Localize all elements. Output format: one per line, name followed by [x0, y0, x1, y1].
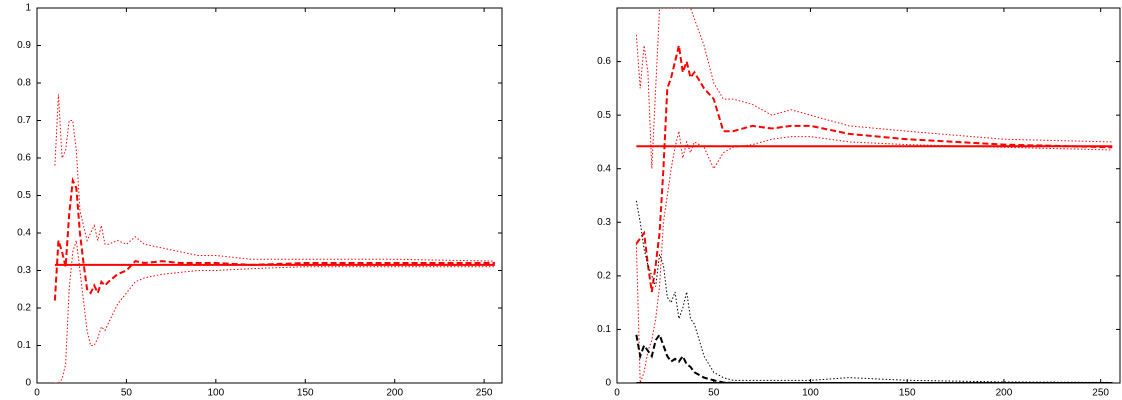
- x-tick-label: 0: [614, 388, 620, 399]
- x-tick-label: 0: [34, 388, 40, 399]
- y-tick-label: 0.2: [597, 270, 611, 281]
- line-series: [54, 94, 495, 262]
- y-tick-label: 0.4: [17, 228, 31, 239]
- line-series: [635, 131, 1113, 383]
- line-series: [54, 240, 495, 383]
- line-series: [53, 176, 495, 301]
- y-tick-label: 0: [605, 378, 611, 389]
- y-tick-label: 0: [25, 378, 31, 389]
- line-series: [635, 45, 1113, 293]
- y-tick-label: 0.1: [597, 324, 611, 335]
- y-tick-label: 1: [25, 3, 31, 14]
- y-tick-label: 0.5: [17, 190, 31, 201]
- x-tick-label: 250: [476, 388, 493, 399]
- axes-box: [616, 7, 1121, 384]
- line-series: [635, 332, 1113, 383]
- y-tick-label: 0.1: [17, 340, 31, 351]
- line-series: [635, 200, 1113, 383]
- x-tick-label: 200: [386, 388, 403, 399]
- y-tick-label: 0.4: [597, 163, 611, 174]
- x-tick-label: 50: [121, 388, 133, 399]
- x-tick-label: 250: [1092, 388, 1109, 399]
- y-tick-label: 0.6: [17, 153, 31, 164]
- x-tick-label: 200: [996, 388, 1013, 399]
- y-tick-label: 0.3: [17, 265, 31, 276]
- y-tick-label: 0.3: [597, 217, 611, 228]
- y-tick-label: 0.9: [17, 40, 31, 51]
- y-tick-label: 0.8: [17, 78, 31, 89]
- x-tick-label: 150: [899, 388, 916, 399]
- x-tick-label: 100: [208, 388, 225, 399]
- y-tick-label: 0.2: [17, 303, 31, 314]
- x-tick-label: 150: [297, 388, 314, 399]
- x-tick-label: 50: [708, 388, 720, 399]
- plot-1: 0 50 100 150 200 250 0 0.1 0.2 0.3 0.4 0.5 0.6: [597, 7, 1121, 399]
- y-tick-label: 0.6: [597, 56, 611, 67]
- plot-0: 0 50 100 150 200 250 0 0.1 0.2 0.3 0.4 0.5 0.6 0.7 0.8…: [17, 3, 503, 399]
- lines: [53, 94, 495, 383]
- y-tick-label: 0.5: [597, 110, 611, 121]
- lines: [635, 8, 1113, 383]
- y-tick-label: 0.7: [17, 115, 31, 126]
- x-tick-label: 100: [802, 388, 819, 399]
